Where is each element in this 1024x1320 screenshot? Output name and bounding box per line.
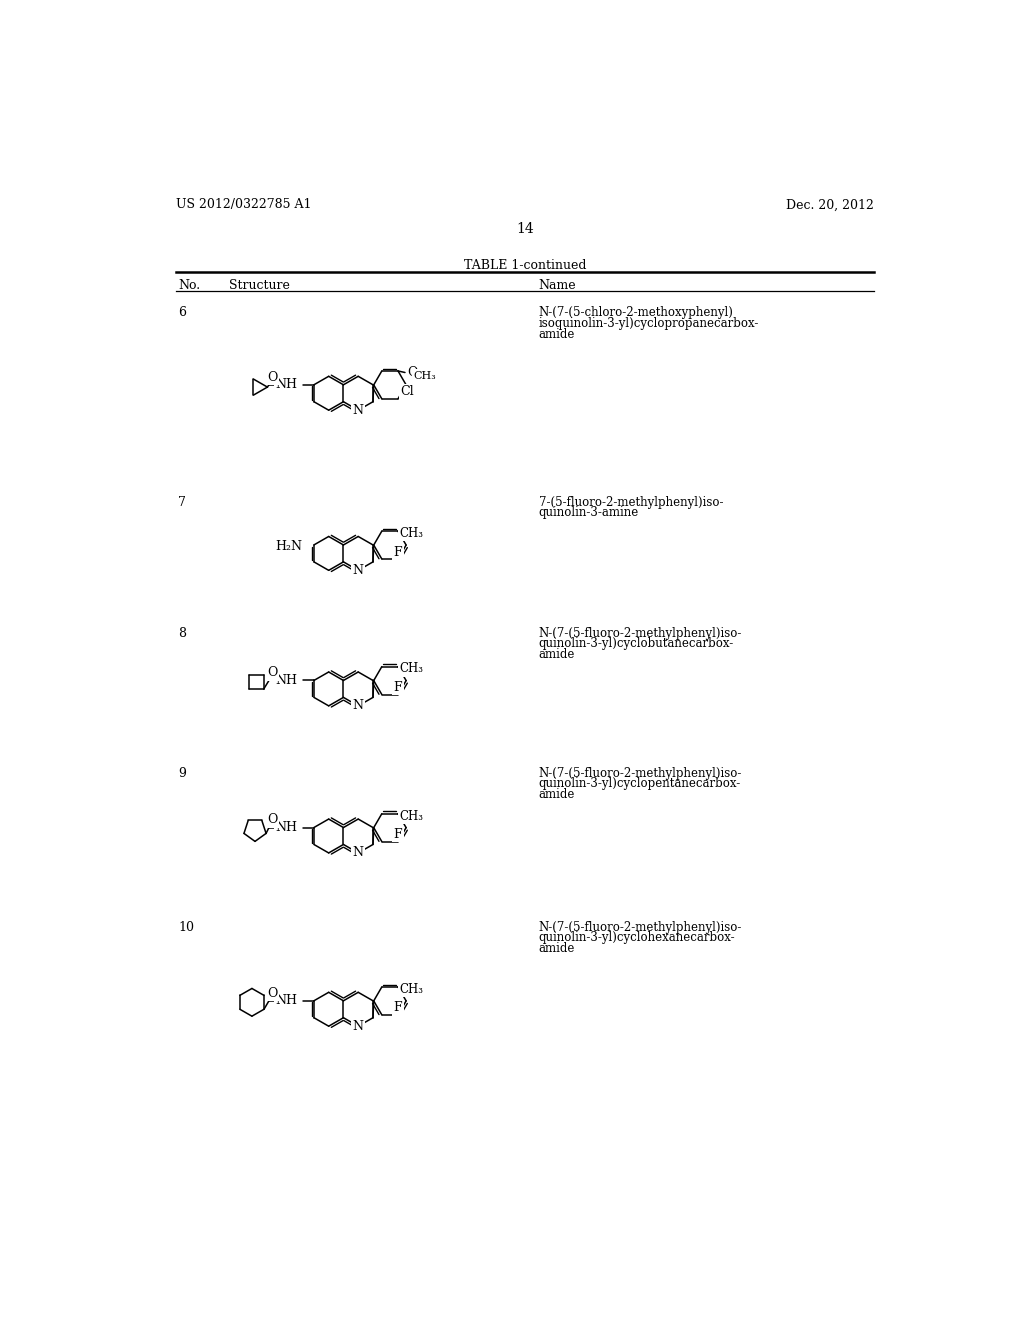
Text: F: F — [393, 681, 402, 694]
Text: N-(7-(5-fluoro-2-methylphenyl)iso-: N-(7-(5-fluoro-2-methylphenyl)iso- — [539, 767, 742, 780]
Text: NH: NH — [274, 821, 297, 834]
Text: 7: 7 — [178, 496, 186, 508]
Text: F: F — [393, 1002, 402, 1014]
Text: CH₃: CH₃ — [399, 527, 424, 540]
Text: O: O — [267, 813, 279, 826]
Text: NH: NH — [274, 379, 297, 391]
Text: CH₃: CH₃ — [399, 983, 424, 995]
Text: amide: amide — [539, 327, 575, 341]
Text: NH: NH — [274, 994, 297, 1007]
Text: CH₃: CH₃ — [414, 371, 436, 380]
Text: Structure: Structure — [228, 280, 290, 292]
Text: 6: 6 — [178, 306, 186, 319]
Text: 9: 9 — [178, 767, 186, 780]
Text: NH: NH — [274, 675, 297, 686]
Text: Dec. 20, 2012: Dec. 20, 2012 — [785, 198, 873, 211]
Text: quinolin-3-yl)cyclohexanecarbox-: quinolin-3-yl)cyclohexanecarbox- — [539, 932, 735, 945]
Text: N-(7-(5-fluoro-2-methylphenyl)iso-: N-(7-(5-fluoro-2-methylphenyl)iso- — [539, 921, 742, 933]
Text: CH₃: CH₃ — [399, 809, 424, 822]
Text: N: N — [352, 404, 364, 417]
Text: amide: amide — [539, 648, 575, 661]
Text: No.: No. — [178, 280, 201, 292]
Text: 8: 8 — [178, 627, 186, 640]
Text: F: F — [393, 545, 402, 558]
Text: amide: amide — [539, 942, 575, 956]
Text: isoquinolin-3-yl)cyclopropanecarbox-: isoquinolin-3-yl)cyclopropanecarbox- — [539, 317, 759, 330]
Text: amide: amide — [539, 788, 575, 801]
Text: 14: 14 — [516, 222, 534, 235]
Text: O: O — [267, 371, 279, 384]
Text: O: O — [267, 986, 279, 999]
Text: O: O — [408, 366, 418, 379]
Text: H₂N: H₂N — [275, 540, 302, 553]
Text: Name: Name — [539, 280, 577, 292]
Text: N: N — [352, 564, 364, 577]
Text: O: O — [267, 667, 279, 680]
Text: CH₃: CH₃ — [399, 663, 424, 676]
Text: quinolin-3-yl)cyclopentanecarbox-: quinolin-3-yl)cyclopentanecarbox- — [539, 777, 741, 791]
Text: TABLE 1-continued: TABLE 1-continued — [464, 259, 586, 272]
Text: N: N — [352, 700, 364, 713]
Text: quinolin-3-yl)cyclobutanecarbox-: quinolin-3-yl)cyclobutanecarbox- — [539, 638, 734, 651]
Text: N: N — [352, 1019, 364, 1032]
Text: US 2012/0322785 A1: US 2012/0322785 A1 — [176, 198, 311, 211]
Text: 7-(5-fluoro-2-methylphenyl)iso-: 7-(5-fluoro-2-methylphenyl)iso- — [539, 496, 723, 508]
Text: N: N — [352, 846, 364, 859]
Text: quinolin-3-amine: quinolin-3-amine — [539, 507, 639, 520]
Text: F: F — [393, 828, 402, 841]
Text: N-(7-(5-chloro-2-methoxyphenyl): N-(7-(5-chloro-2-methoxyphenyl) — [539, 306, 733, 319]
Text: Cl: Cl — [400, 385, 414, 399]
Text: N-(7-(5-fluoro-2-methylphenyl)iso-: N-(7-(5-fluoro-2-methylphenyl)iso- — [539, 627, 742, 640]
Text: 10: 10 — [178, 921, 195, 933]
